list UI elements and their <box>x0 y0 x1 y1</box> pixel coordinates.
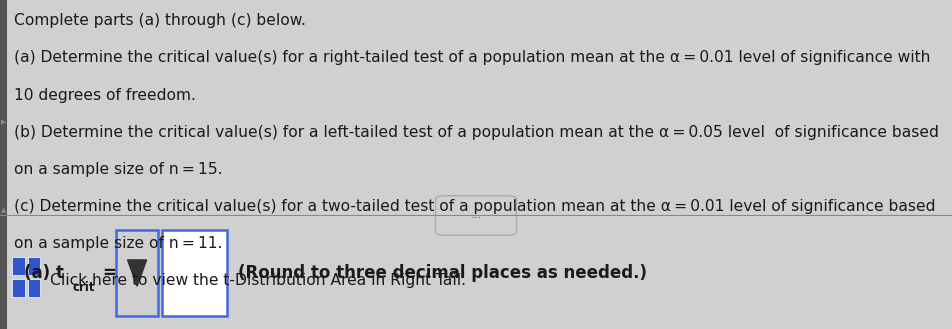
Text: =: = <box>102 264 116 282</box>
Text: ...: ... <box>470 211 482 220</box>
Text: on a sample size of n = 11.: on a sample size of n = 11. <box>14 236 223 251</box>
Text: (b) Determine the critical value(s) for a left-tailed test of a population mean : (b) Determine the critical value(s) for … <box>14 125 940 140</box>
Text: Complete parts (a) through (c) below.: Complete parts (a) through (c) below. <box>14 13 307 28</box>
FancyBboxPatch shape <box>28 279 40 297</box>
FancyBboxPatch shape <box>28 257 40 275</box>
Text: crit: crit <box>72 281 95 294</box>
Polygon shape <box>128 260 147 286</box>
Text: on a sample size of n = 15.: on a sample size of n = 15. <box>14 162 223 177</box>
Text: (a) t: (a) t <box>24 264 64 282</box>
Text: ▶: ▶ <box>1 119 7 125</box>
FancyBboxPatch shape <box>12 257 25 275</box>
Text: Click here to view the t-Distribution Area in Right Tail.: Click here to view the t-Distribution Ar… <box>50 273 466 289</box>
Text: 10 degrees of freedom.: 10 degrees of freedom. <box>14 88 196 103</box>
FancyBboxPatch shape <box>436 196 516 235</box>
FancyBboxPatch shape <box>0 0 7 329</box>
Text: (a) Determine the critical value(s) for a right-tailed test of a population mean: (a) Determine the critical value(s) for … <box>14 50 931 65</box>
FancyBboxPatch shape <box>12 279 25 297</box>
FancyBboxPatch shape <box>162 230 227 316</box>
Text: ▲: ▲ <box>1 208 7 214</box>
Text: (Round to three decimal places as needed.): (Round to three decimal places as needed… <box>238 264 647 282</box>
Text: (c) Determine the critical value(s) for a two-tailed test of a population mean a: (c) Determine the critical value(s) for … <box>14 199 936 214</box>
FancyBboxPatch shape <box>116 230 158 316</box>
